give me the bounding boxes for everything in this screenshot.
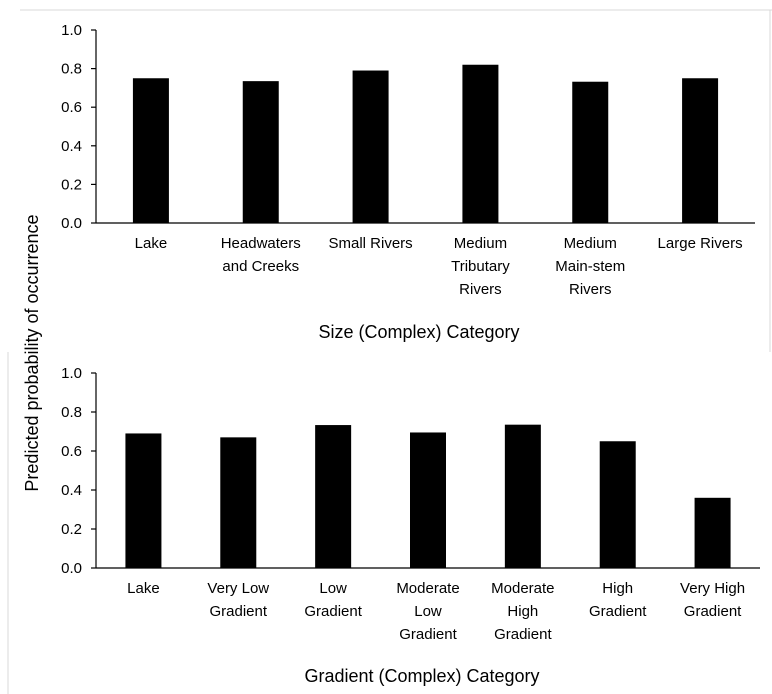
gradient-bar-5: [504, 424, 541, 568]
gradient-y-tick-label: 0.2: [61, 521, 82, 538]
gradient-bar-4: [410, 432, 446, 568]
size-y-tick-label: 0.0: [61, 215, 82, 232]
gradient-bar-7: [694, 497, 731, 568]
gradient-chart-x-axis-title: Gradient (Complex) Category: [304, 666, 539, 686]
gradient-bar-2: [220, 437, 257, 568]
size-bar-4: [462, 64, 499, 224]
size-category-label-4: Medium Tributary Rivers: [451, 235, 510, 298]
size-y-tick-label: 0.2: [61, 176, 82, 193]
size-bar-3: [352, 70, 389, 223]
size-category-label-3: Small Rivers: [328, 235, 412, 252]
gradient-y-tick-label: 0.0: [61, 560, 82, 577]
gradient-bar-6: [599, 441, 636, 568]
gradient-category-label-2: Very Low Gradient: [207, 580, 269, 620]
gradient-y-tick-label: 0.8: [61, 404, 82, 421]
size-category-chart: 0.0 0.2 0.4 0.6 0.8 1.0 Lake Headwaters and Cree…: [61, 22, 755, 342]
gradient-bar-3: [315, 425, 352, 568]
gradient-category-label-4: Moderate Low Gradient: [396, 580, 459, 643]
size-chart-plot-area: 0.0 0.2 0.4 0.6 0.8 1.0 Lake Headwaters and Cree…: [61, 22, 755, 298]
size-bar-2: [242, 81, 279, 224]
gradient-category-label-7: Very High Gradient: [680, 580, 745, 620]
gradient-category-label-1: Lake: [127, 580, 160, 597]
size-chart-x-axis-title: Size (Complex) Category: [318, 322, 519, 342]
size-bar-6: [682, 78, 719, 223]
gradient-category-label-6: High Gradient: [589, 580, 647, 620]
size-category-label-6: Large Rivers: [658, 235, 743, 252]
size-y-tick-label: 0.6: [61, 99, 82, 116]
size-category-label-1: Lake: [135, 235, 168, 252]
size-category-label-2: Headwaters and Creeks: [221, 235, 301, 275]
gradient-bar-1: [125, 433, 162, 568]
gradient-category-label-5: Moderate High Gradient: [491, 580, 554, 643]
size-y-tick-label: 0.8: [61, 61, 82, 78]
gradient-category-label-3: Low Gradient: [304, 580, 362, 620]
gradient-category-chart: 0.0 0.2 0.4 0.6 0.8 1.0 Lake Very Low Gradient Lo…: [61, 365, 760, 686]
size-category-label-5: Medium Main-stem Rivers: [555, 235, 625, 298]
gradient-y-tick-label: 1.0: [61, 365, 82, 382]
gradient-y-tick-label: 0.4: [61, 482, 82, 499]
gradient-y-tick-label: 0.6: [61, 443, 82, 460]
shared-y-axis-title: Predicted probability of occurrence: [22, 214, 42, 491]
size-bar-1: [132, 78, 169, 223]
size-y-tick-label: 0.4: [61, 138, 82, 155]
size-y-tick-label: 1.0: [61, 22, 82, 39]
size-bar-5: [572, 81, 609, 223]
gradient-chart-plot-area: 0.0 0.2 0.4 0.6 0.8 1.0 Lake Very Low Gradient Lo…: [61, 365, 760, 643]
